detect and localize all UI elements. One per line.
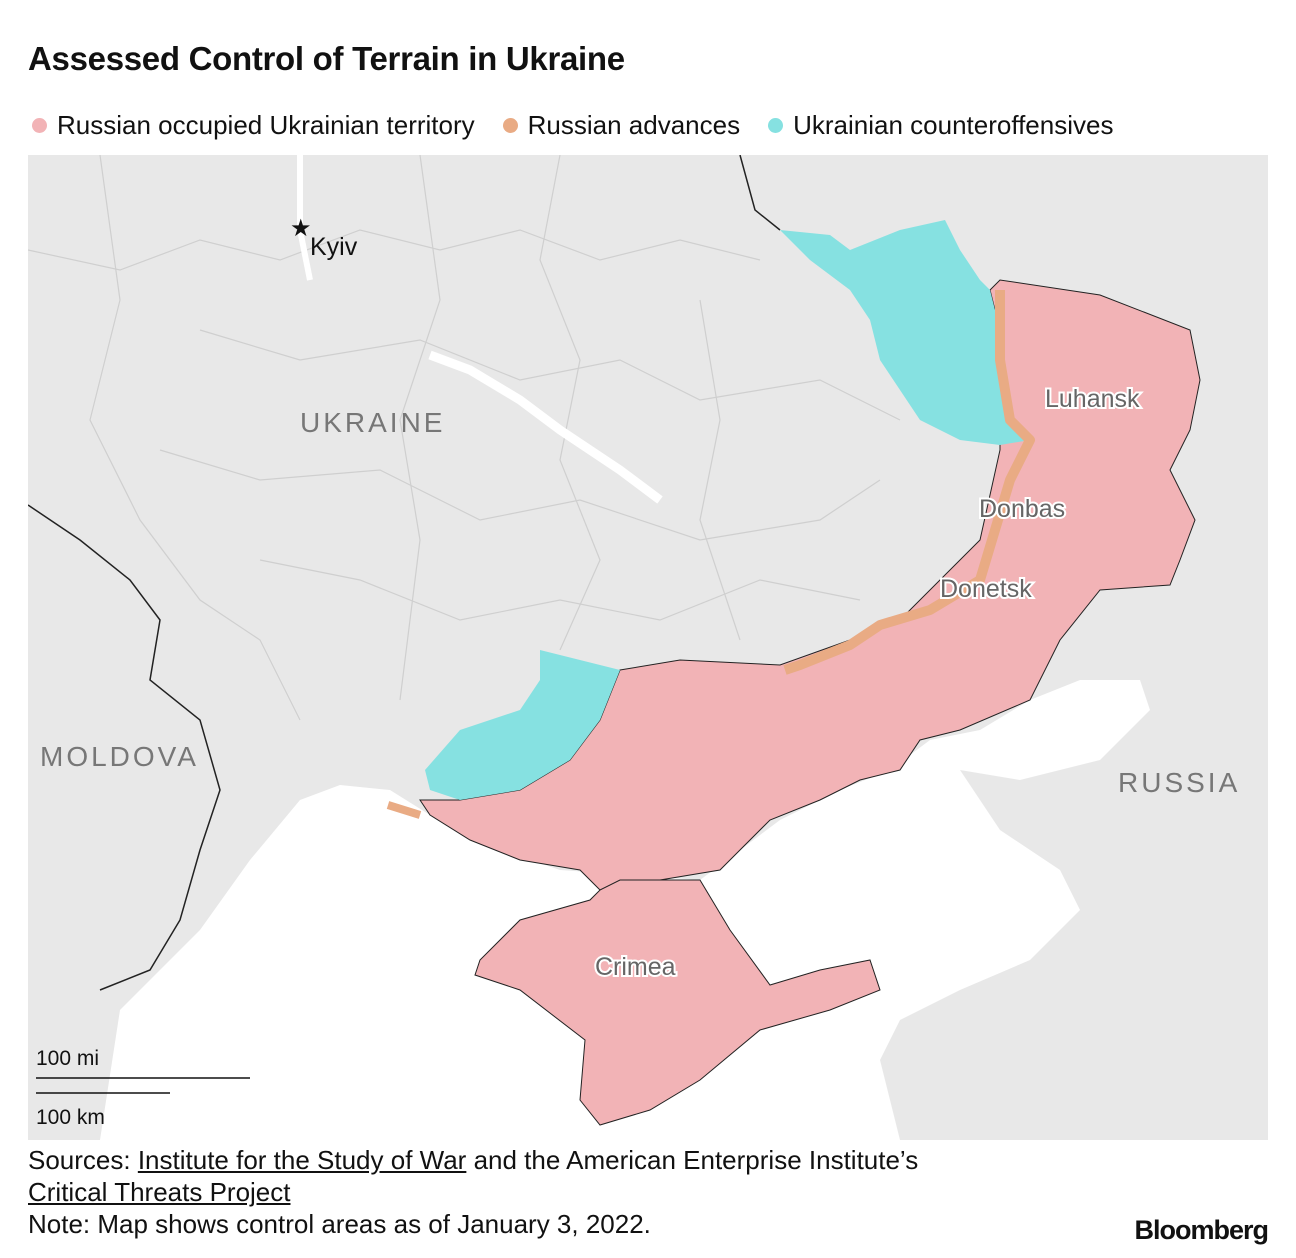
legend-swatch-advances [502,118,518,133]
label-crimea: Crimea [595,953,676,981]
russian-advances-kinburn [386,801,422,819]
note: Note: Map shows control areas as of Janu… [28,1209,651,1239]
source-link-isw[interactable]: Institute for the Study of War [137,1145,467,1175]
scale-label-miles: 100 mi [36,1047,99,1070]
river [297,155,313,281]
legend-label: Russian advances [527,110,741,140]
occupied-territory-crimea [474,879,881,1126]
legend-label: Ukrainian counteroffensives [793,110,1114,140]
sources-prefix: Sources: [28,1145,138,1175]
legend-item-occupied: Russian occupied Ukrainian territory [32,110,475,141]
russia-border [739,155,781,231]
star-icon: ★ [290,215,312,242]
counteroffensive-kharkiv [780,220,1030,445]
legend-swatch-counteroffensives [768,118,784,133]
source-link-critical-threats[interactable]: Critical Threats Project [28,1177,291,1207]
label-donbas: Donbas [979,495,1065,523]
legend-item-counteroffensives: Ukrainian counteroffensives [768,110,1113,141]
counteroffensive-kherson [425,650,620,800]
dnipro-river [428,350,663,504]
legend: Russian occupied Ukrainian territory Rus… [32,110,1113,141]
sources-middle: and the American Enterprise Institute’s [466,1145,919,1175]
chart-title: Assessed Control of Terrain in Ukraine [28,40,625,77]
label-kyiv: Kyiv [310,233,358,261]
legend-item-advances: Russian advances [502,110,741,141]
admin-borders [28,155,901,721]
moldova-border [28,504,221,991]
label-moldova: MOLDOVA [40,741,199,772]
bloomberg-logo: Bloomberg [1134,1215,1269,1245]
label-ukraine: UKRAINE [300,407,445,438]
label-donetsk: Donetsk [940,575,1032,603]
label-russia: RUSSIA [1118,767,1240,798]
footer: Sources: Institute for the Study of War … [28,1144,918,1240]
scale-label-km: 100 km [36,1106,105,1129]
russian-advances-front [783,290,1035,675]
legend-swatch-occupied [32,118,47,133]
label-luhansk: Luhansk [1045,385,1140,413]
legend-label: Russian occupied Ukrainian territory [57,110,475,140]
